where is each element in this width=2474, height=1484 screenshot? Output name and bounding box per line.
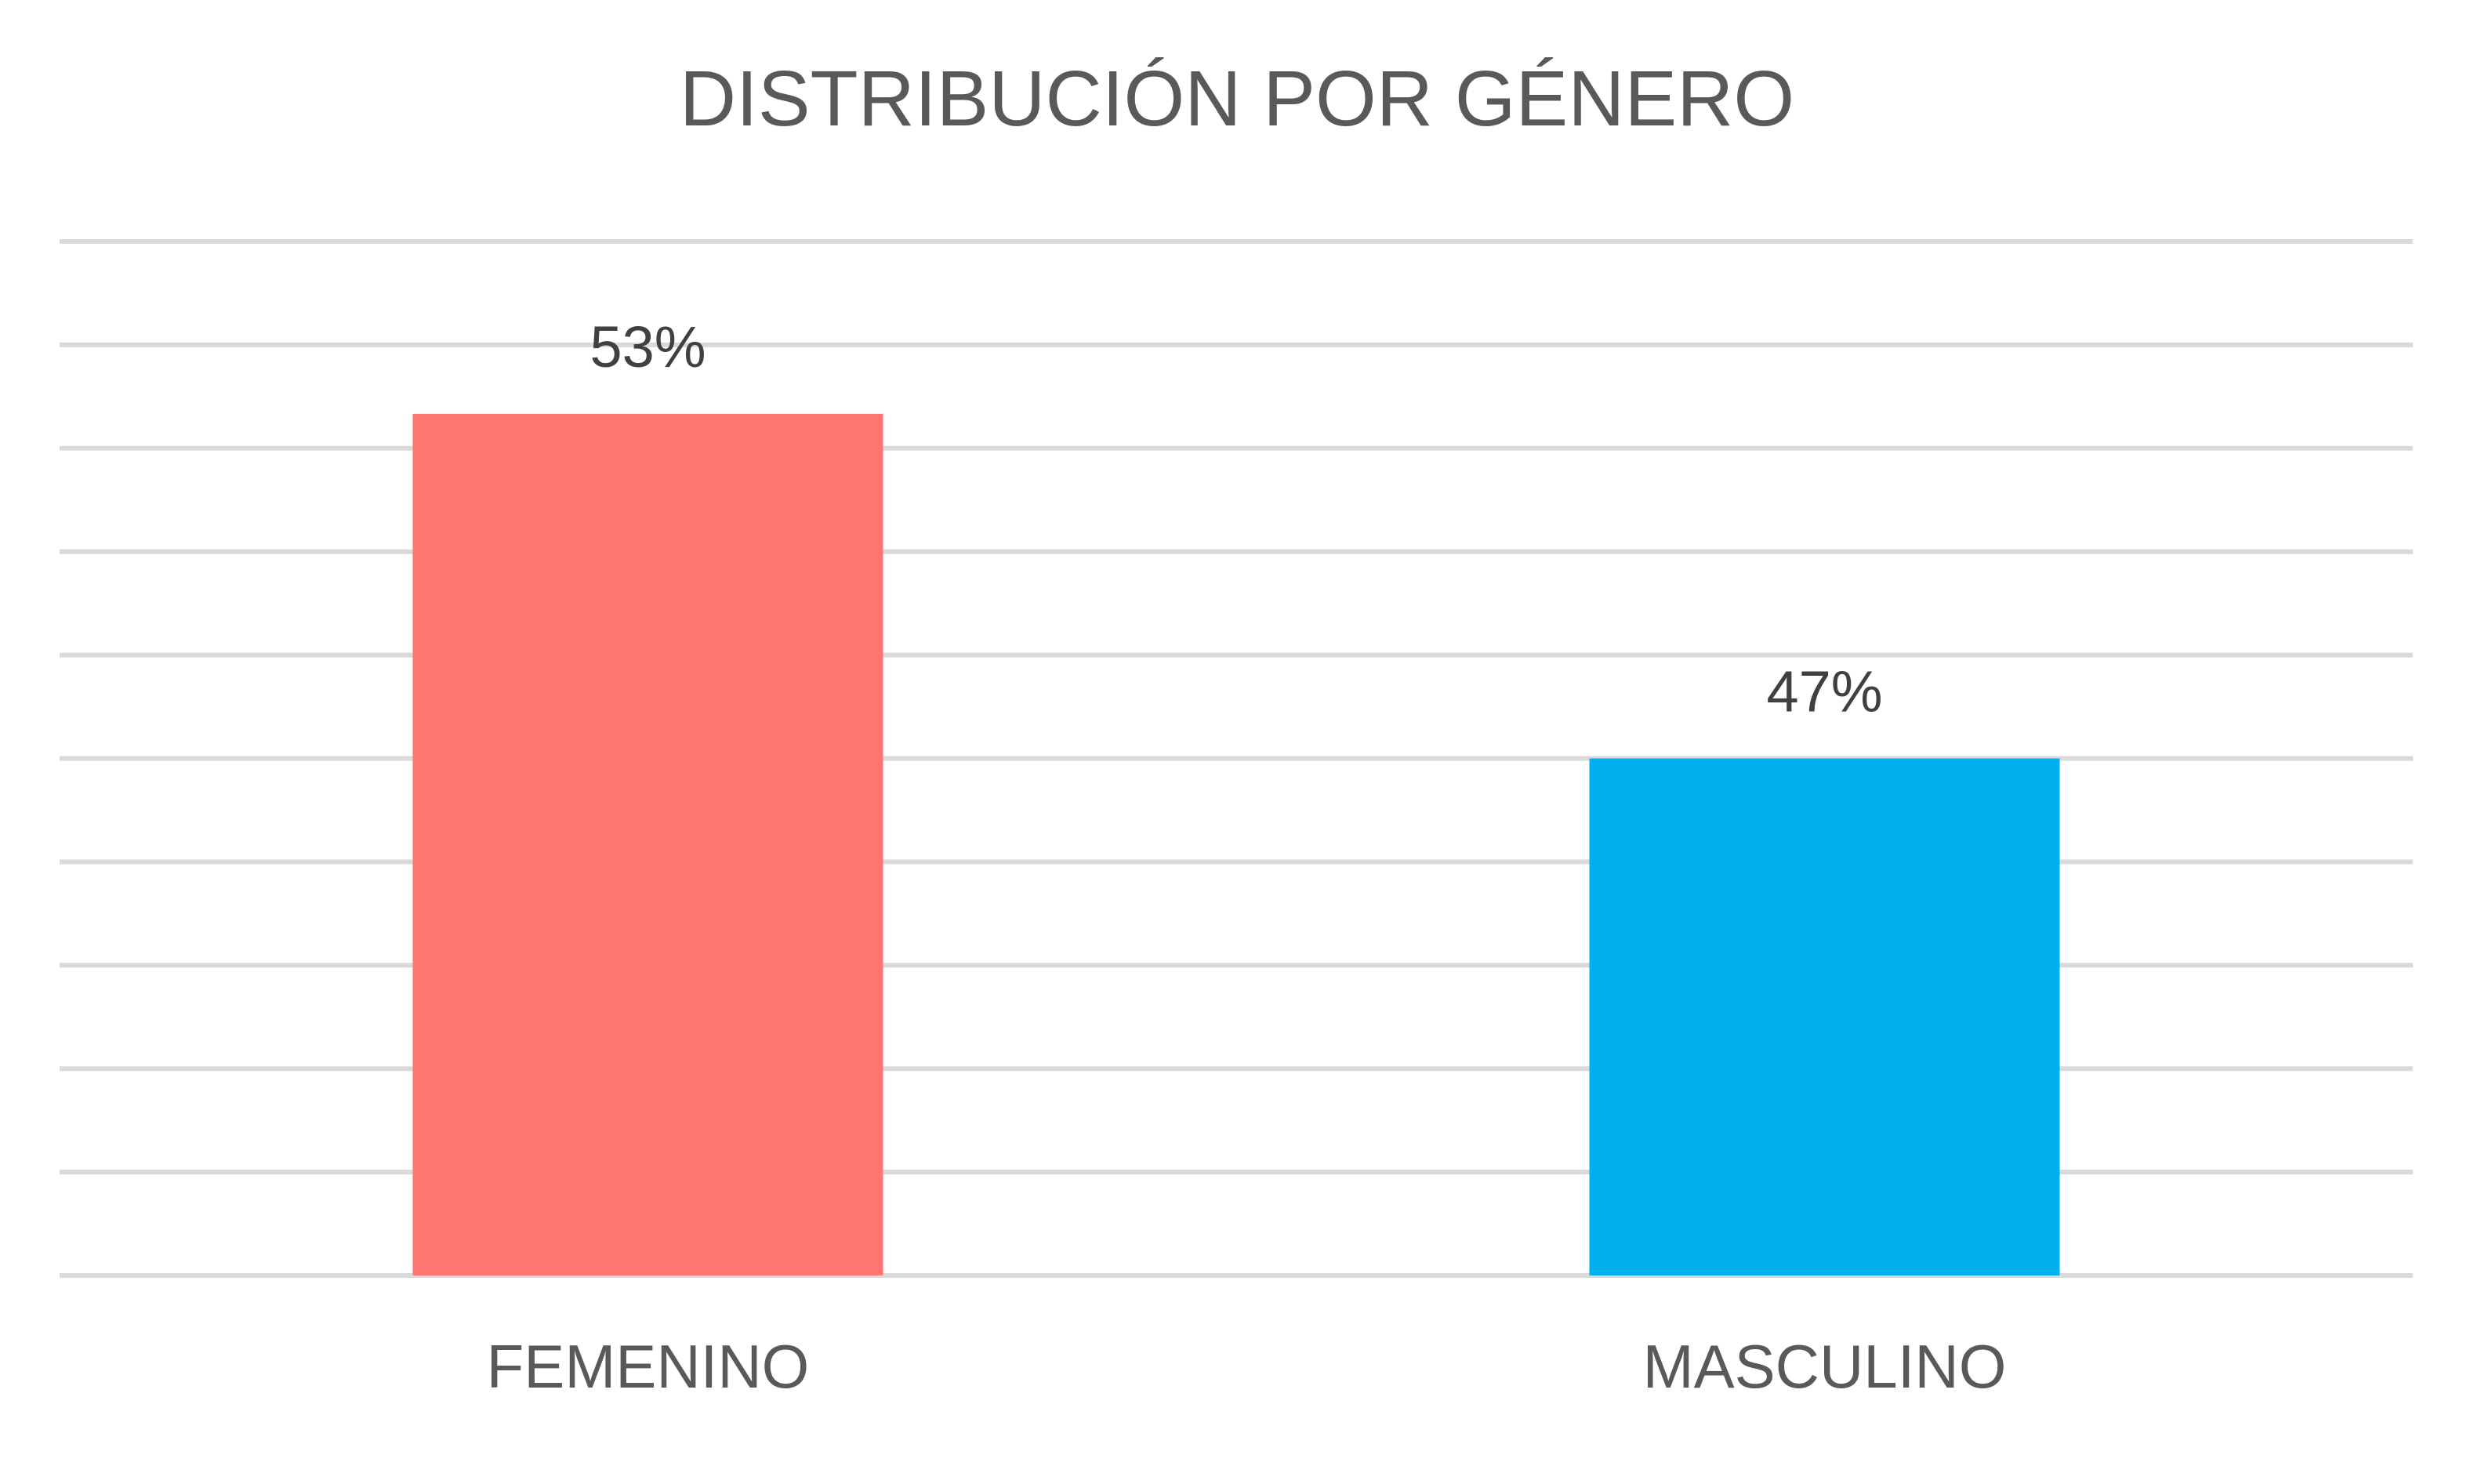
data-label-femenino: 53% bbox=[589, 314, 706, 379]
bar-femenino bbox=[412, 413, 883, 1276]
category-label-femenino: FEMENINO bbox=[487, 1332, 810, 1401]
chart-title: DISTRIBUCIÓN POR GÉNERO bbox=[680, 55, 1794, 143]
bar-masculino bbox=[1589, 758, 2060, 1275]
category-label-masculino: MASCULINO bbox=[1643, 1332, 2007, 1401]
data-label-masculino: 47% bbox=[1766, 659, 1882, 724]
bars bbox=[412, 413, 2060, 1276]
data-labels: 53% 47% bbox=[589, 314, 1882, 724]
gridlines bbox=[60, 239, 2413, 1278]
category-axis-labels: FEMENINO MASCULINO bbox=[487, 1332, 2007, 1401]
